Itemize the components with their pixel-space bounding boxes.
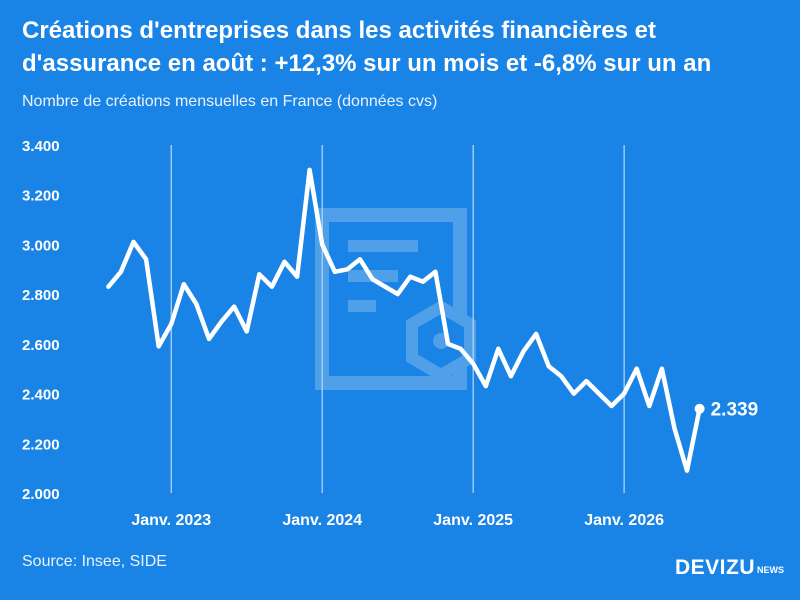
data-point (219, 319, 224, 324)
data-point (295, 274, 300, 279)
data-point (332, 269, 337, 274)
data-point (106, 284, 111, 289)
brand-logo: DEVIZU (675, 556, 756, 579)
data-point (206, 336, 211, 341)
data-point (408, 274, 413, 279)
data-point (181, 282, 186, 287)
x-tick-label: Janv. 2024 (282, 512, 362, 529)
data-point (647, 404, 652, 408)
x-tick-label: Janv. 2023 (131, 512, 211, 529)
chart-subtitle: Nombre de créations mensuelles en France… (22, 93, 438, 110)
data-point (395, 292, 400, 297)
watermark-line (348, 300, 376, 312)
data-point (383, 284, 388, 289)
data-point (144, 257, 149, 262)
data-point (471, 361, 476, 366)
data-point (169, 321, 174, 326)
data-point (345, 267, 350, 272)
data-point (156, 344, 161, 349)
data-point (244, 329, 249, 334)
data-point (559, 374, 564, 379)
document-watermark-icon (315, 208, 476, 390)
data-point (609, 404, 614, 408)
series-line (106, 167, 702, 473)
watermark-line (348, 240, 418, 252)
data-point (446, 341, 451, 346)
data-point (357, 257, 362, 262)
end-value-label: 2.339 (711, 400, 759, 421)
data-point (420, 279, 425, 284)
data-point (534, 331, 539, 336)
data-point (257, 272, 262, 277)
data-point (282, 259, 287, 264)
y-tick-label: 2.000 (22, 486, 60, 503)
y-axis: 2.000 2.200 2.400 2.600 2.800 3.000 3.200 3.400 (22, 138, 60, 503)
data-point (307, 167, 312, 172)
y-tick-label: 2.400 (22, 387, 60, 404)
data-point (659, 366, 664, 371)
y-tick-label: 3.400 (22, 138, 60, 155)
y-tick-label: 2.800 (22, 287, 60, 304)
y-tick-label: 3.200 (22, 188, 60, 205)
x-tick-label: Janv. 2025 (433, 512, 513, 529)
data-point (232, 304, 237, 309)
data-point (634, 366, 639, 371)
y-tick-label: 3.000 (22, 237, 60, 254)
data-point (370, 277, 375, 282)
data-point (546, 364, 551, 369)
data-point (483, 384, 488, 389)
data-point (584, 379, 589, 384)
data-point (131, 239, 136, 244)
data-point (508, 374, 513, 379)
data-point (458, 346, 463, 351)
data-point (622, 391, 627, 396)
annotations: 2.339 (694, 400, 759, 421)
y-tick-label: 2.600 (22, 337, 60, 354)
data-point (496, 346, 501, 351)
data-point (521, 349, 526, 354)
x-axis: Janv. 2023 Janv. 2024 Janv. 2025 Janv. 2026 (131, 512, 664, 529)
data-point (320, 242, 325, 247)
end-point-marker (694, 403, 705, 414)
y-tick-label: 2.200 (22, 436, 60, 453)
data-point (118, 269, 123, 274)
data-point (433, 269, 438, 274)
data-point (685, 468, 690, 473)
source-note: Source: Insee, SIDE (22, 553, 167, 570)
data-point (596, 391, 601, 396)
data-point (672, 426, 677, 431)
chart-title: Créations d'entreprises dans les activit… (22, 17, 712, 77)
x-tick-label: Janv. 2026 (584, 512, 664, 529)
brand-logo-suffix: NEWS (757, 565, 784, 575)
data-point (269, 284, 274, 289)
data-point (571, 391, 576, 396)
series-group (106, 167, 702, 473)
data-point (194, 302, 199, 307)
